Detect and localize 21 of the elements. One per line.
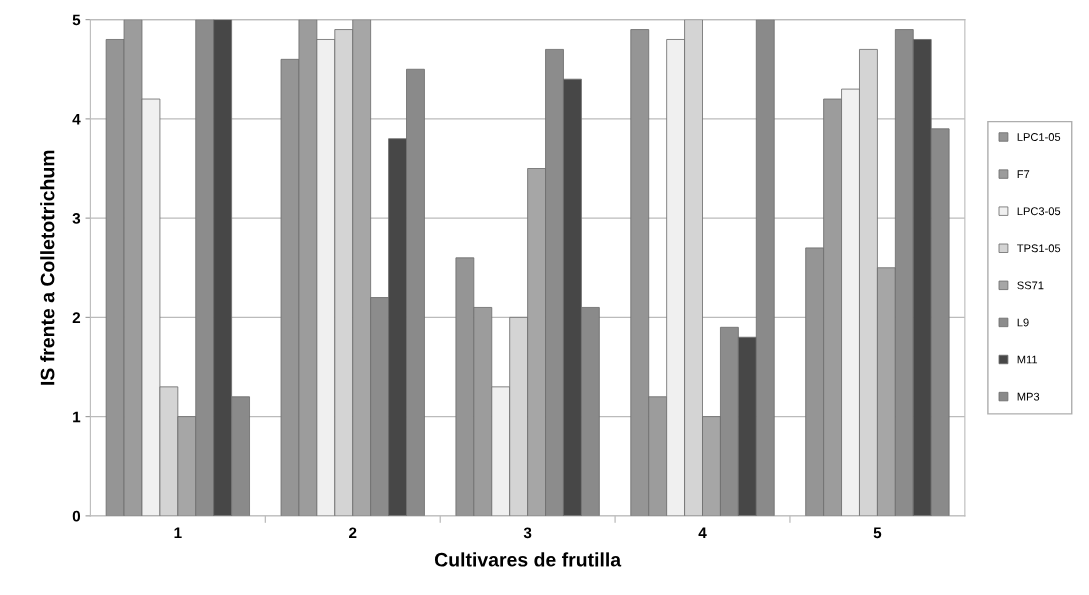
y-tick-label: 5 [72,14,81,26]
y-tick-label: 4 [72,113,81,125]
x-axis-title: Cultivares de frutilla [434,552,622,567]
legend-label: LPC3-05 [1017,207,1061,216]
y-tick-label: 3 [72,212,81,224]
x-tick-label: 2 [349,527,357,539]
legend-label: SS71 [1017,281,1044,290]
y-tick-label: 0 [72,510,81,522]
y-tick-label: 1 [73,411,81,423]
legend-label: TPS1-05 [1017,244,1061,253]
legend-label: LPC1-05 [1017,133,1061,141]
legend-label: MP3 [1017,392,1040,401]
y-axis-title: IS frente a Colletotrichum [40,150,55,385]
y-tick-label: 2 [72,312,81,323]
x-tick-label: 5 [873,527,882,539]
x-tick-label: 1 [174,527,182,539]
x-tick-label: 3 [523,527,532,539]
legend-label: F7 [1017,170,1030,178]
legend-label: L9 [1017,318,1029,327]
x-tick-label: 4 [698,527,707,539]
legend-label: M11 [1017,355,1038,364]
